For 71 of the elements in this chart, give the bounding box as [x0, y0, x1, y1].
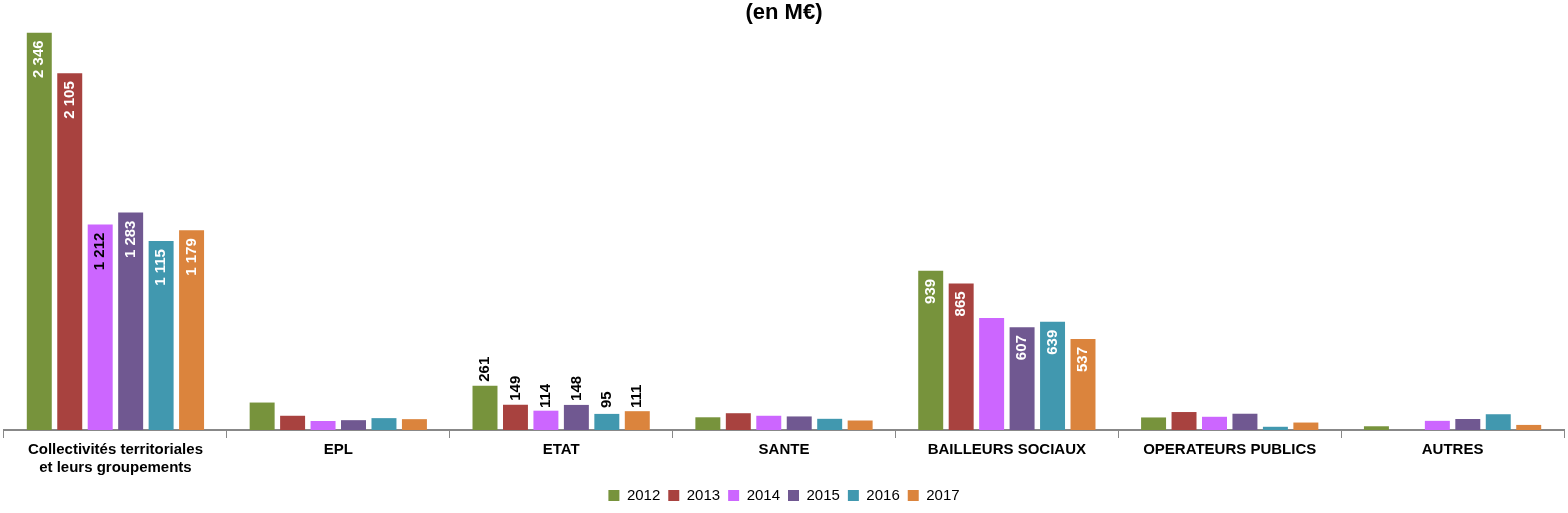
- bar: [756, 415, 782, 430]
- bar: [310, 421, 336, 430]
- bar: [533, 410, 559, 430]
- bar: [918, 270, 944, 430]
- bar: [695, 417, 721, 430]
- x-tick-label: ETAT: [542, 440, 580, 458]
- data-label: 95: [596, 391, 614, 408]
- bar: [1516, 424, 1542, 430]
- data-label: 2 346: [29, 40, 47, 78]
- bar: [341, 420, 366, 430]
- legend-label: 2015: [806, 485, 840, 503]
- x-tick-label: EPL: [323, 440, 353, 458]
- x-tick-label: Collectivités territoriales et leurs groupements: [27, 440, 203, 476]
- data-label: 149: [505, 375, 523, 401]
- bar: [1363, 426, 1389, 430]
- x-tick-label: BAILLEURS SOCIAUX: [927, 440, 1087, 458]
- bar: [280, 415, 306, 430]
- bar: [371, 418, 397, 430]
- bar: [472, 385, 498, 430]
- bar: [979, 317, 1005, 430]
- data-label: 261: [475, 356, 493, 382]
- legend-label: 2012: [626, 485, 661, 503]
- data-label: 1 283: [120, 220, 138, 259]
- bar: [1171, 412, 1197, 430]
- bar: [563, 404, 589, 430]
- bar: [594, 413, 620, 430]
- bar: [1202, 416, 1227, 430]
- bar: [1293, 422, 1319, 430]
- bar: [401, 419, 427, 430]
- x-tick-label: SANTE: [758, 440, 810, 458]
- bar: [26, 32, 52, 430]
- data-label: 639: [1042, 329, 1060, 355]
- x-tick-label: AUTRES: [1421, 440, 1484, 458]
- bar: [1040, 321, 1066, 430]
- bar: [847, 420, 873, 430]
- bar: [1141, 417, 1167, 430]
- data-label: 1 115: [151, 249, 169, 286]
- bar: [624, 411, 650, 430]
- bar: [87, 224, 113, 430]
- data-label: 111: [627, 384, 645, 408]
- legend-label: 2017: [926, 485, 960, 503]
- bar: [1009, 327, 1035, 430]
- data-label: 1 179: [181, 238, 199, 276]
- bar: [502, 404, 528, 430]
- data-label: 1 212: [90, 232, 108, 271]
- data-label: 939: [920, 278, 938, 304]
- bar: [118, 212, 144, 430]
- bar: [786, 416, 812, 430]
- bar: [1424, 420, 1450, 430]
- data-label: 148: [566, 375, 584, 401]
- data-label: 2 105: [59, 81, 77, 119]
- data-label: 865: [951, 291, 969, 317]
- bar: [725, 413, 751, 430]
- x-tick-label: OPERATEURS PUBLICS: [1143, 440, 1317, 458]
- data-label: 607: [1012, 335, 1030, 361]
- bar: [948, 283, 974, 430]
- bar: [1232, 413, 1258, 430]
- bar: [57, 73, 83, 430]
- bar: [1485, 414, 1511, 430]
- bar: [148, 241, 174, 430]
- legend-label: 2014: [746, 485, 781, 503]
- legend-label: 2013: [686, 485, 721, 503]
- bar: [249, 402, 275, 430]
- bar: [1262, 426, 1288, 430]
- bar: [1455, 418, 1481, 430]
- bar: [817, 418, 843, 430]
- bar: [179, 230, 205, 430]
- legend-label: 2016: [866, 485, 900, 503]
- chart-title: (en M€): [745, 0, 823, 25]
- data-label: 537: [1073, 346, 1091, 373]
- data-label: 114: [536, 383, 554, 408]
